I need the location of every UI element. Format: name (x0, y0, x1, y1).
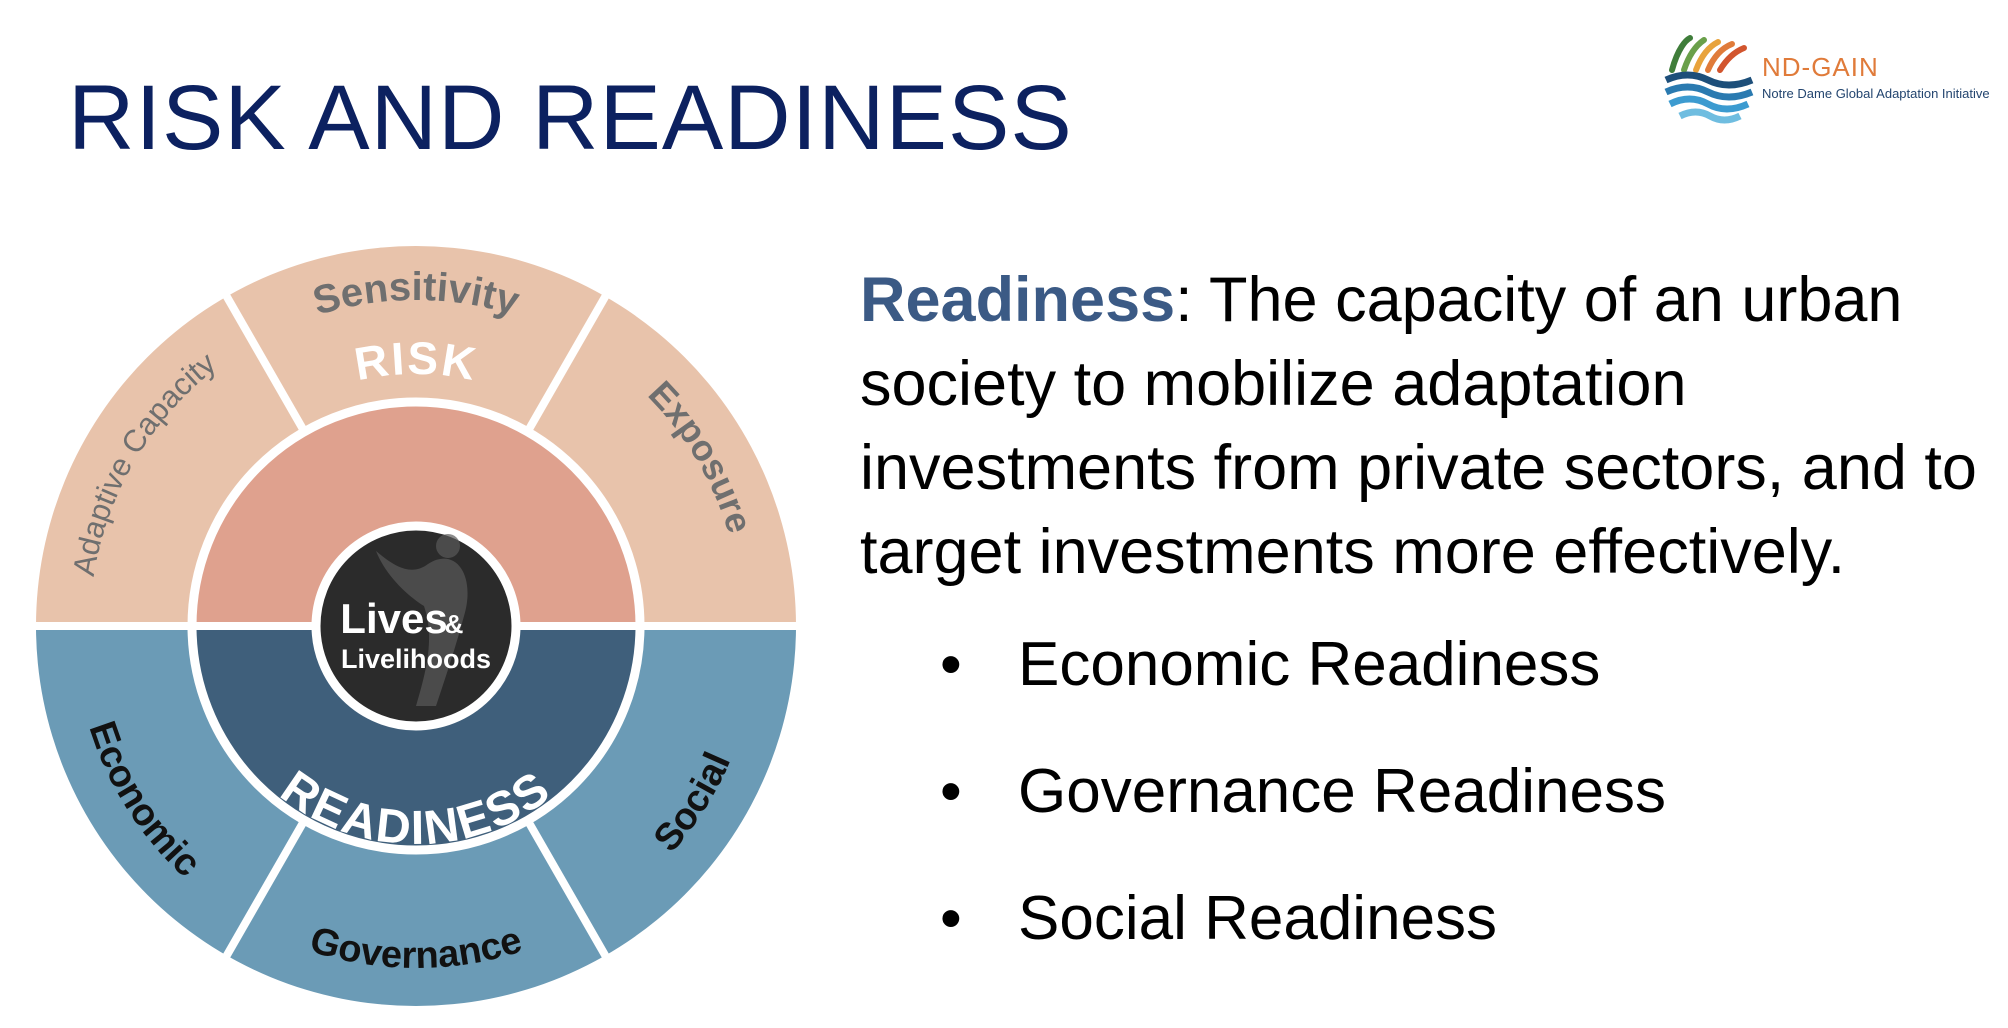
bullet-text: Social Readiness (1018, 884, 1498, 953)
risk-outer-ring (36, 246, 796, 626)
readiness-inner-ring (192, 626, 640, 850)
definition-text: : The capacity of an urban society to mo… (860, 265, 1977, 587)
logo-name: ND-GAIN (1762, 52, 1879, 82)
risk-readiness-wheel: Lives & Livelihoods RISK READINESS Adapt… (36, 246, 796, 1006)
definition-term: Readiness (860, 265, 1176, 335)
bullet-dot-icon: • (940, 884, 962, 953)
readiness-bullet-list: • Economic Readiness • Governance Readines… (940, 620, 1666, 1001)
bullet-item: • Social Readiness (940, 874, 1666, 1001)
bullet-dot-icon: • (940, 757, 962, 826)
bullet-text: Governance Readiness (1018, 757, 1666, 826)
logo-subtitle: Notre Dame Global Adaptation Initiative (1762, 86, 1990, 101)
nd-gain-logo: ND-GAIN Notre Dame Global Adaptation Ini… (1660, 30, 2000, 130)
bullet-item: • Governance Readiness (940, 747, 1666, 874)
bullet-text: Economic Readiness (1018, 630, 1601, 699)
readiness-definition: Readiness: The capacity of an urban soci… (860, 258, 1980, 594)
bullet-dot-icon: • (940, 630, 962, 699)
center-label-lives: Lives (340, 595, 447, 642)
center-label-livelihoods: Livelihoods (341, 644, 491, 674)
center-circle (311, 521, 521, 731)
readiness-outer-ring (36, 626, 796, 1006)
wave-logo-icon (1664, 35, 1754, 124)
risk-inner-ring (192, 402, 640, 626)
risk-label: RISK (351, 332, 482, 390)
slide-title: RISK AND READINESS (68, 67, 1073, 169)
center-label-amp: & (445, 609, 464, 639)
bullet-item: • Economic Readiness (940, 620, 1666, 747)
